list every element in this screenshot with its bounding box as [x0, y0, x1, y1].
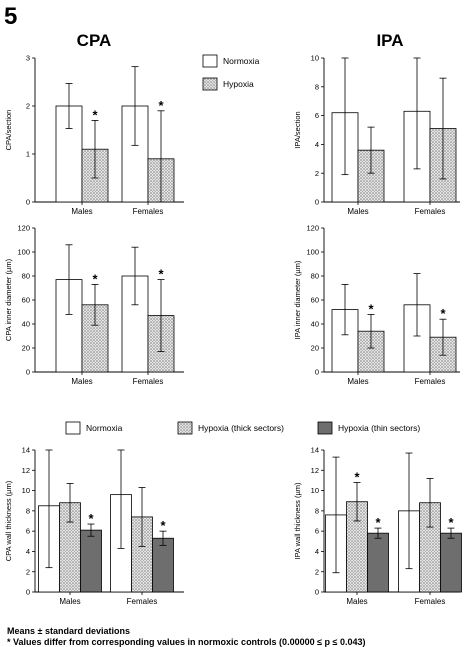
y-axis-label: IPA/section: [293, 111, 302, 148]
column-title-cpa: CPA: [77, 31, 112, 50]
bar-thin-sectors-males: [80, 529, 102, 593]
y-tick-label: 2: [26, 102, 30, 111]
x-category-label: Females: [127, 597, 158, 606]
y-tick-label: 40: [22, 320, 30, 329]
y-tick-label: 10: [22, 486, 30, 495]
x-category-label: Females: [415, 377, 446, 386]
bar-thin-sectors-females: [152, 537, 174, 593]
legend-label-thick-sectors: Hypoxia (thick sectors): [198, 423, 284, 433]
column-title-ipa: IPA: [376, 31, 403, 50]
y-tick-label: 80: [311, 272, 319, 281]
y-tick-label: 6: [26, 527, 30, 536]
bar-thin-sectors-females: [440, 532, 462, 593]
significance-star: *: [88, 511, 94, 526]
significance-star: *: [158, 267, 164, 282]
charts: 0123CPA/sectionMales*Females*0246810IPA/…: [4, 54, 462, 606]
y-axis-label: CPA/section: [4, 110, 13, 151]
chart-panel-1: 0 1 2 3 CPA/section Males * Females *: [4, 54, 184, 216]
y-tick-label: 0: [315, 198, 319, 207]
y-axis-label: CPA inner diameter (µm): [4, 258, 13, 341]
significance-star: *: [440, 306, 446, 321]
significance-star: *: [354, 469, 360, 484]
y-tick-label: 8: [26, 506, 30, 515]
x-category-label: Females: [133, 207, 164, 216]
y-tick-label: 0: [315, 588, 319, 597]
legend-swatch-normoxia: [202, 54, 218, 68]
y-tick-label: 0: [26, 588, 30, 597]
legend-label-normoxia: Normoxia: [223, 56, 260, 66]
footnote-significance: * Values differ from corresponding value…: [7, 637, 366, 647]
legend-label-normoxia-2: Normoxia: [86, 423, 123, 433]
y-axis-label: IPA inner diameter (µm): [293, 260, 302, 339]
y-tick-label: 60: [311, 296, 319, 305]
chart-panel-4: 0 20 40 60 80 100 120 IPA inner diameter (µm) Ma…: [293, 224, 460, 386]
y-tick-label: 1: [26, 150, 30, 159]
legend-label-thin-sectors: Hypoxia (thin sectors): [338, 423, 420, 433]
bar-thin-sectors-males: [367, 532, 389, 593]
y-tick-label: 40: [311, 320, 319, 329]
y-tick-label: 14: [311, 446, 319, 455]
y-tick-label: 4: [315, 547, 319, 556]
significance-star: *: [375, 515, 381, 530]
legend-swatch-thin-sectors: [317, 421, 333, 435]
y-tick-label: 0: [315, 368, 319, 377]
legend-bottom: Normoxia Hypoxia (thick sectors) Hypoxia…: [65, 421, 420, 435]
y-tick-label: 2: [315, 169, 319, 178]
y-tick-label: 8: [315, 506, 319, 515]
legend-swatch-normoxia-2: [65, 421, 81, 435]
y-tick-label: 100: [306, 248, 319, 257]
x-category-label: Females: [133, 377, 164, 386]
x-category-label: Males: [347, 377, 368, 386]
legend-label-hypoxia: Hypoxia: [223, 79, 254, 89]
x-category-label: Females: [415, 597, 446, 606]
y-tick-label: 20: [22, 344, 30, 353]
y-tick-label: 3: [26, 54, 30, 63]
y-axis-label: IPA wall thickness (µm): [293, 482, 302, 560]
y-tick-label: 4: [26, 547, 30, 556]
y-tick-label: 10: [311, 54, 319, 63]
y-tick-label: 4: [315, 140, 319, 149]
y-tick-label: 12: [22, 466, 30, 475]
y-tick-label: 20: [311, 344, 319, 353]
chart-panel-6: 0 2 4 6 8 10 12 14 IPA wall thickness (µm) Males *…: [293, 446, 462, 606]
y-tick-label: 8: [315, 82, 319, 91]
legend-swatch-hypoxia: [202, 77, 218, 91]
legend-top: Normoxia Hypoxia: [202, 54, 260, 91]
y-tick-label: 2: [26, 567, 30, 576]
x-category-label: Males: [59, 597, 80, 606]
x-category-label: Males: [71, 207, 92, 216]
significance-star: *: [92, 271, 98, 286]
y-tick-label: 12: [311, 466, 319, 475]
chart-panel-2: 0 2 4 6 8 10 IPA/section Males Females: [293, 54, 460, 216]
y-tick-label: 6: [315, 111, 319, 120]
chart-panel-5: 0 2 4 6 8 10 12 14 CPA wall thickness (µm) Males *…: [4, 446, 184, 606]
y-axis-label: CPA wall thickness (µm): [4, 480, 13, 561]
x-category-label: Males: [71, 377, 92, 386]
y-tick-label: 14: [22, 446, 30, 455]
significance-star: *: [448, 515, 454, 530]
y-tick-label: 6: [315, 527, 319, 536]
y-tick-label: 120: [17, 224, 30, 233]
panel-number: 5: [4, 3, 17, 30]
footnote-means: Means ± standard deviations: [7, 626, 130, 636]
y-tick-label: 0: [26, 198, 30, 207]
y-tick-label: 80: [22, 272, 30, 281]
legend-swatch-thick-sectors: [177, 421, 193, 435]
x-category-label: Males: [346, 597, 367, 606]
y-tick-label: 0: [26, 368, 30, 377]
y-tick-label: 2: [315, 567, 319, 576]
chart-panel-3: 0 20 40 60 80 100 120 CPA inner diameter (µm) Ma…: [4, 224, 184, 386]
y-tick-label: 100: [17, 248, 30, 257]
significance-star: *: [92, 107, 98, 122]
significance-star: *: [368, 301, 374, 316]
significance-star: *: [158, 98, 164, 113]
x-category-label: Females: [415, 207, 446, 216]
y-tick-label: 10: [311, 486, 319, 495]
y-tick-label: 60: [22, 296, 30, 305]
significance-star: *: [160, 518, 166, 533]
x-category-label: Males: [347, 207, 368, 216]
y-tick-label: 120: [306, 224, 319, 233]
